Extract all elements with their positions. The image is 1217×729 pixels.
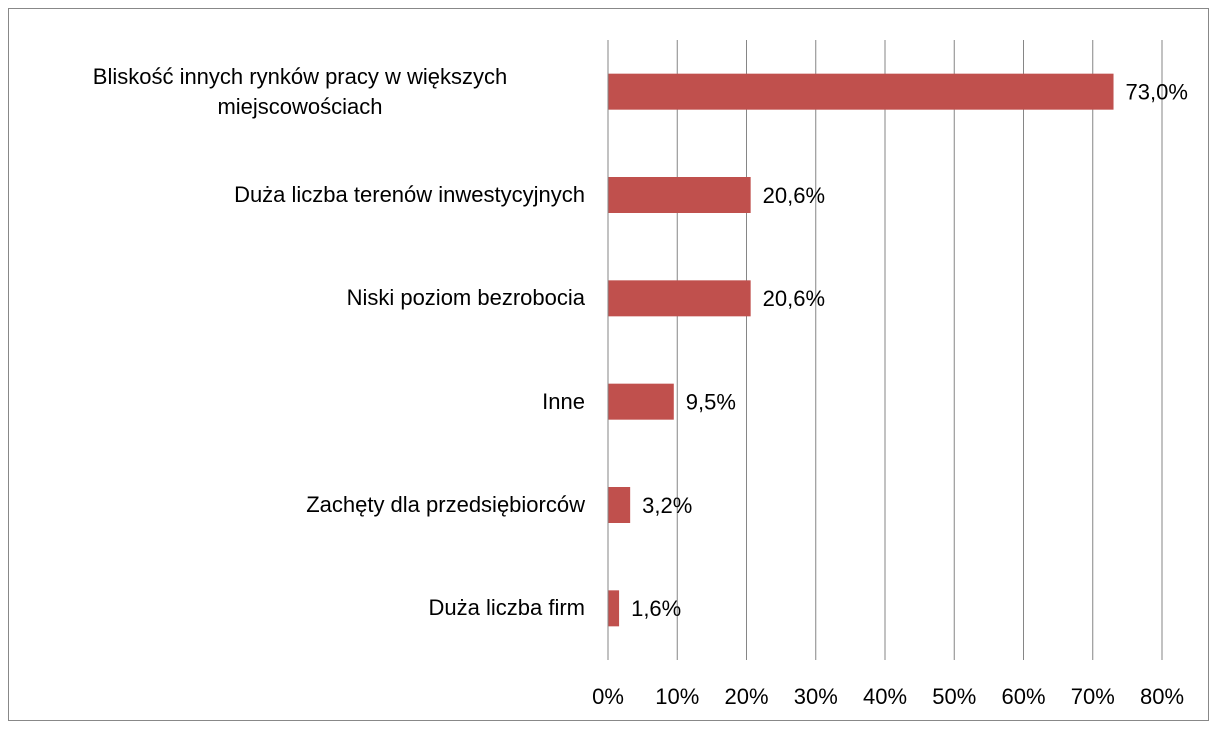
x-tick-label: 50% — [932, 684, 976, 709]
category-label: Inne — [15, 362, 585, 442]
category-text: Duża liczba terenów inwestycyjnych — [234, 182, 585, 207]
x-tick-label: 70% — [1071, 684, 1115, 709]
data-label: 20,6% — [763, 286, 825, 311]
data-label: 1,6% — [631, 596, 681, 621]
x-tick-label: 60% — [1001, 684, 1045, 709]
category-label: Duża liczba terenów inwestycyjnych — [15, 155, 585, 235]
data-label: 20,6% — [763, 183, 825, 208]
category-text: Duża liczba firm — [428, 595, 585, 621]
category-label: Bliskość innych rynków pracy w większych… — [15, 52, 585, 132]
bar — [608, 73, 1114, 110]
x-tick-label: 10% — [655, 684, 699, 709]
x-tick-label: 30% — [794, 684, 838, 709]
category-label: Duża liczba firm — [15, 568, 585, 648]
bar — [608, 280, 751, 317]
category-label: Niski poziom bezrobocia — [15, 258, 585, 338]
x-tick-label: 0% — [592, 684, 624, 709]
x-tick-label: 20% — [724, 684, 768, 709]
data-label: 9,5% — [686, 389, 736, 414]
bar — [608, 177, 751, 213]
x-tick-label: 40% — [863, 684, 907, 709]
bar — [608, 590, 620, 627]
category-text: Zachęty dla przedsiębiorców — [306, 492, 585, 517]
category-label: Zachęty dla przedsiębiorców — [15, 465, 585, 545]
data-label: 73,0% — [1126, 79, 1188, 104]
bar — [608, 383, 674, 420]
category-text: Inne — [542, 388, 585, 414]
x-tick-label: 80% — [1140, 684, 1184, 709]
chart-border — [8, 8, 1209, 721]
data-label: 3,2% — [642, 493, 692, 518]
category-text: Bliskość innych rynków pracy w większych… — [92, 63, 508, 119]
category-text: Niski poziom bezrobocia — [346, 285, 585, 311]
bar — [608, 487, 631, 523]
